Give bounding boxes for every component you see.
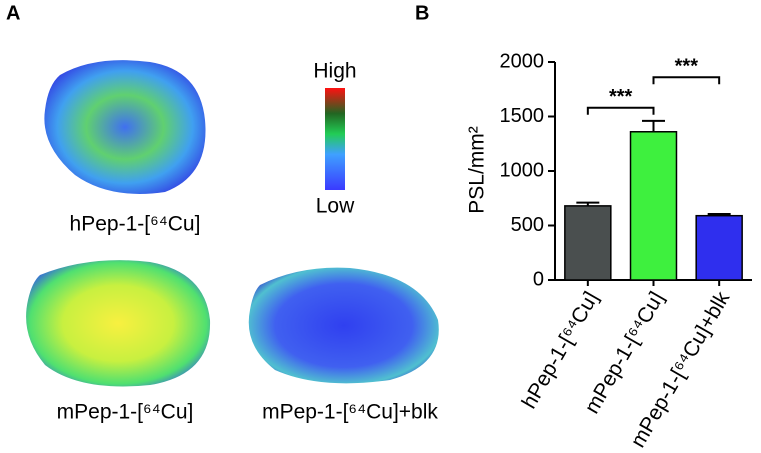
bar (695, 214, 743, 281)
image-caption: hPep-1-[⁶⁴Cu] (70, 213, 201, 236)
tissue-image (248, 267, 439, 384)
panel-label: B (415, 2, 429, 24)
y-tick-label: 1500 (500, 105, 545, 127)
colorbar-high: High (313, 60, 356, 83)
tissue-image (44, 60, 206, 194)
significance-label: *** (609, 86, 633, 108)
error-bar (576, 201, 600, 206)
significance-bracket (586, 106, 655, 115)
tissue-image (26, 260, 211, 387)
colorbar (325, 88, 345, 190)
colorbar-low: Low (316, 195, 355, 218)
panel-label: A (6, 2, 20, 24)
y-tick-label: 0 (533, 268, 544, 290)
y-tick-label: 1000 (500, 159, 545, 181)
y-tick-label: 500 (511, 214, 544, 236)
bar (564, 205, 612, 281)
y-axis-label: PSL/mm² (466, 126, 489, 214)
significance-bracket (652, 76, 721, 85)
image-caption: mPep-1-[⁶⁴Cu]+blk (262, 401, 438, 424)
error-bar (642, 119, 665, 132)
image-caption: mPep-1-[⁶⁴Cu] (57, 401, 194, 424)
significance-label: *** (675, 56, 699, 78)
bar (629, 131, 678, 281)
error-bar (707, 213, 731, 216)
y-tick-label: 2000 (500, 50, 545, 72)
